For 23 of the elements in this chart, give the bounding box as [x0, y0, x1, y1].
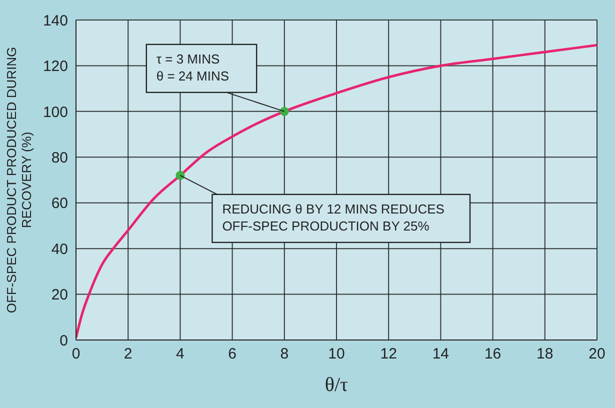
x-tick-label: 16	[484, 346, 502, 363]
y-axis-title: OFF-SPEC PRODUCT PRODUCED DURING RECOVERY (%)	[4, 46, 35, 316]
x-tick-label: 12	[380, 346, 397, 363]
annotation: REDUCING θ BY 12 MINS REDUCES OFF-SPEC PRODUCTION BY 25%	[222, 201, 445, 234]
x-tick-label: 4	[176, 346, 184, 363]
y-tick-label: 100	[42, 104, 68, 121]
y-tick-label: 40	[51, 240, 68, 258]
y-tick-label: 20	[51, 286, 68, 304]
y-tick-label: 140	[42, 12, 68, 30]
y-tick-label: 80	[51, 149, 68, 166]
x-tick-label: 18	[536, 346, 554, 363]
x-tick-label: 0	[72, 346, 80, 363]
x-tick-label: 2	[124, 346, 132, 363]
y-tick-label: 60	[51, 195, 68, 212]
x-tick-label: 10	[328, 346, 345, 363]
x-tick-label: 6	[228, 346, 236, 363]
x-axis-title: θ/τ	[324, 374, 350, 397]
x-tick-label: 14	[432, 346, 450, 363]
y-tick-label: 120	[42, 58, 68, 76]
annotation: τ = 3 MINS θ = 24 MINS	[156, 51, 230, 84]
x-tick-label: 20	[588, 346, 606, 363]
y-tick-label: 0	[60, 332, 68, 350]
x-tick-label: 8	[280, 346, 289, 363]
